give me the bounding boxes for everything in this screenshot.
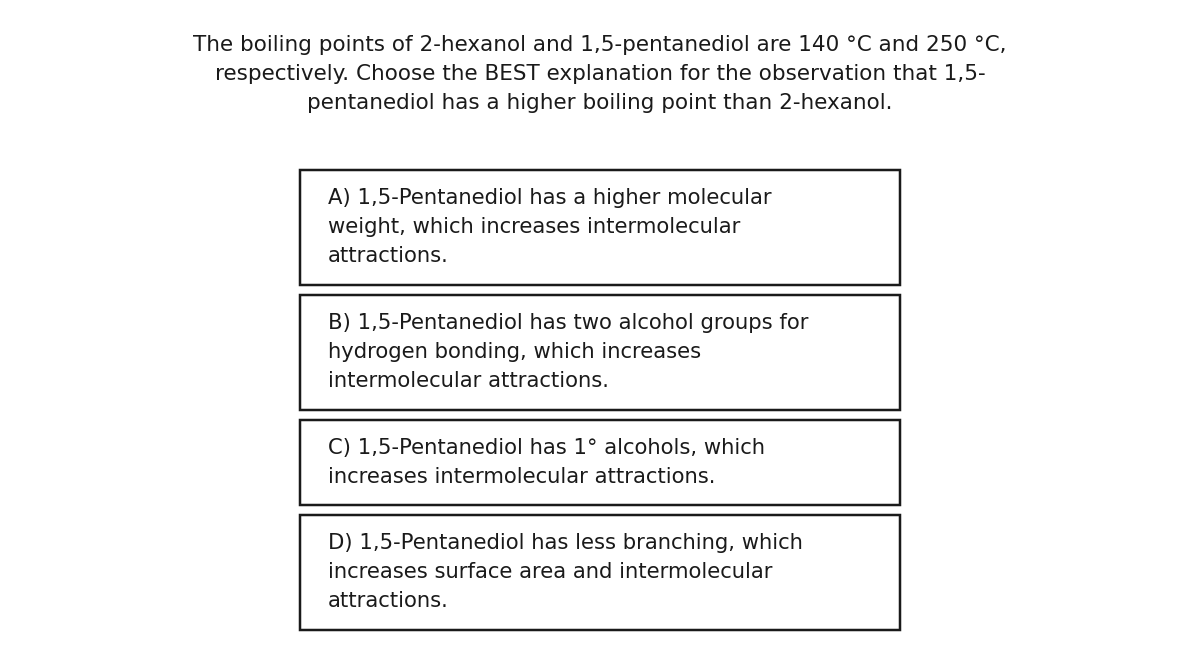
FancyBboxPatch shape <box>300 515 900 630</box>
FancyBboxPatch shape <box>300 295 900 410</box>
Text: B) 1,5-Pentanediol has two alcohol groups for
hydrogen bonding, which increases
: B) 1,5-Pentanediol has two alcohol group… <box>328 313 809 391</box>
FancyBboxPatch shape <box>300 420 900 505</box>
Text: C) 1,5-Pentanediol has 1° alcohols, which
increases intermolecular attractions.: C) 1,5-Pentanediol has 1° alcohols, whic… <box>328 438 766 487</box>
Text: D) 1,5-Pentanediol has less branching, which
increases surface area and intermol: D) 1,5-Pentanediol has less branching, w… <box>328 533 803 610</box>
Text: The boiling points of 2-hexanol and 1,5-pentanediol are 140 °C and 250 °C,
respe: The boiling points of 2-hexanol and 1,5-… <box>193 35 1007 112</box>
FancyBboxPatch shape <box>300 170 900 285</box>
Text: A) 1,5-Pentanediol has a higher molecular
weight, which increases intermolecular: A) 1,5-Pentanediol has a higher molecula… <box>328 188 772 266</box>
